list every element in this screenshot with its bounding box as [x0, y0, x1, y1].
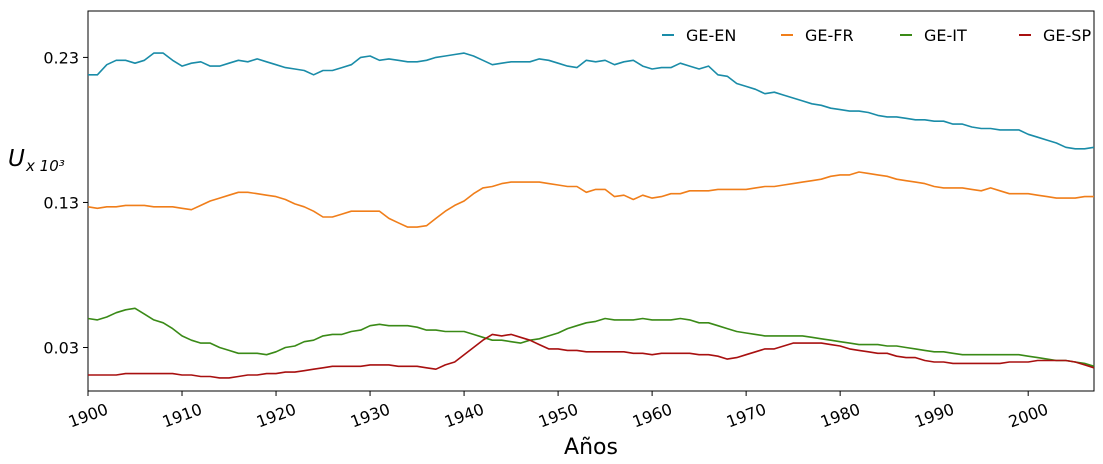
- legend: GE-EN GE-FR GE-IT GE-SP: [662, 26, 1091, 45]
- x-axis: 1900 1910 1920 1930 1940 1950 1960 1970 1980 1990…: [66, 391, 1051, 431]
- x-tick-label: 1980: [818, 400, 863, 432]
- series-layer: [87, 52, 1095, 379]
- legend-label-ge-sp: GE-SP: [1043, 26, 1091, 45]
- series-line-ge-it: [87, 307, 1095, 368]
- x-tick-label: 1960: [630, 400, 675, 432]
- x-tick-label: 1990: [912, 400, 957, 432]
- x-tick-label: 2000: [1006, 400, 1051, 432]
- x-axis-title: Años: [564, 435, 618, 460]
- y-axis: 0.03 0.13 0.23: [43, 48, 88, 357]
- x-tick-label: 1950: [536, 400, 581, 432]
- y-tick-label: 0.03: [43, 338, 79, 357]
- plot-area: [87, 10, 1095, 392]
- y-axis-title-subscript: x 10³: [25, 157, 65, 175]
- x-tick-label: 1910: [160, 400, 205, 432]
- y-axis-title: U: [8, 146, 25, 172]
- series-line-ge-sp: [88, 333, 1095, 379]
- x-tick-label: 1970: [724, 400, 769, 432]
- x-tick-label: 1930: [348, 400, 393, 432]
- series-line-ge-en: [88, 52, 1095, 150]
- x-tick-label: 1940: [442, 400, 487, 432]
- y-tick-label: 0.23: [43, 48, 79, 67]
- y-tick-label: 0.13: [43, 193, 79, 212]
- series-line-ge-fr: [87, 171, 1094, 228]
- legend-label-ge-fr: GE-FR: [805, 26, 854, 45]
- x-tick-label: 1920: [254, 400, 299, 432]
- x-tick-label: 1900: [66, 400, 111, 432]
- legend-label-ge-it: GE-IT: [924, 26, 967, 45]
- legend-label-ge-en: GE-EN: [686, 26, 736, 45]
